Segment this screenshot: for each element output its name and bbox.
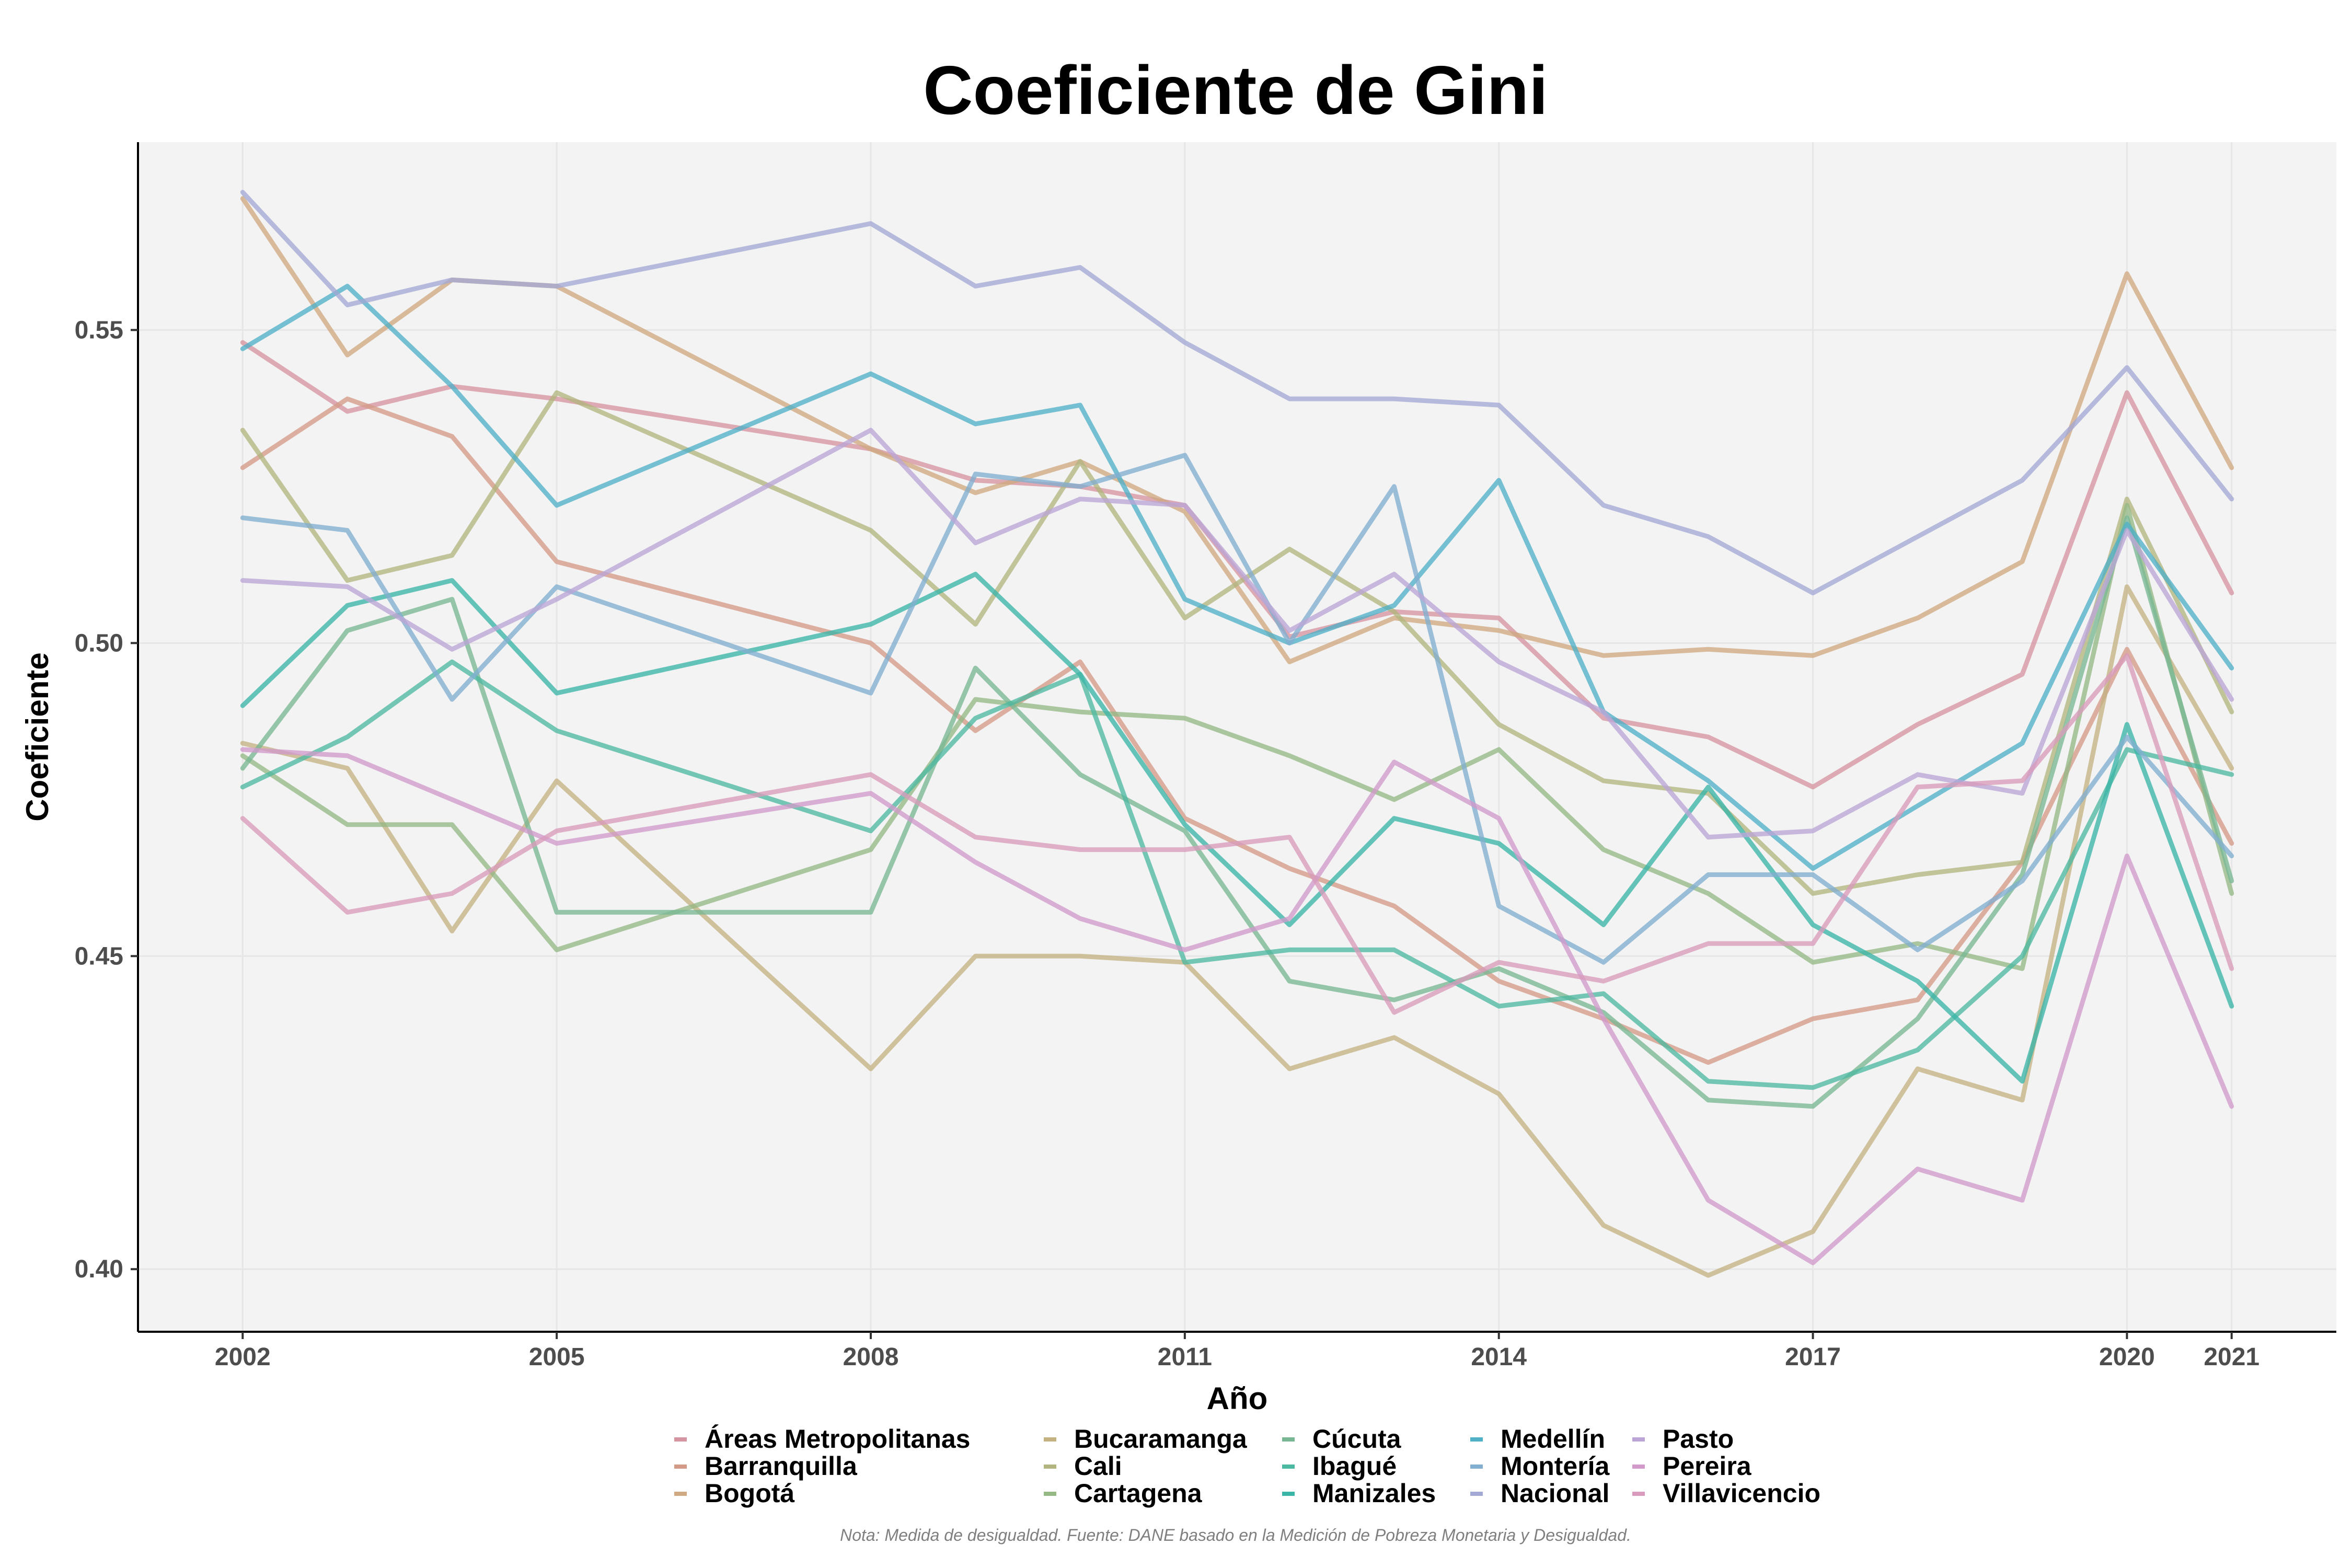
y-tick-label: 0.45 (75, 942, 123, 970)
legend-label: Cali (1074, 1451, 1122, 1481)
axis-ticks: 0.40 0.45 0.50 0.55 2002 2005 2008 2011 2014 2017… (75, 316, 2260, 1371)
legend-label: Cúcuta (1312, 1424, 1402, 1454)
series-line-pereira (240, 747, 2234, 1265)
series-line-cali (240, 390, 2234, 896)
series-lines (240, 190, 2234, 1278)
x-tick-label: 2002 (215, 1343, 271, 1371)
y-axis-title: Coeficiente (20, 652, 55, 821)
legend-label: Cartagena (1074, 1479, 1203, 1508)
series-line-ibague (240, 659, 2234, 1090)
legend-label: Nacional (1501, 1479, 1609, 1508)
chart-title: Coeficiente de Gini (923, 52, 1548, 129)
legend-label: Pereira (1663, 1451, 1752, 1481)
legend-label: Pasto (1663, 1424, 1734, 1454)
x-tick-label: 2014 (1471, 1343, 1527, 1371)
y-tick-label: 0.40 (75, 1255, 123, 1283)
x-tick-label: 2021 (2204, 1343, 2259, 1371)
series-line-barranquilla (240, 396, 2234, 1065)
series-line-pasto (240, 428, 2234, 840)
series-line-villavicencio (240, 653, 2234, 1015)
series-line-cartagena (240, 503, 2234, 971)
legend-label: Áreas Metropolitanas (705, 1424, 970, 1454)
x-tick-label: 2008 (843, 1343, 899, 1371)
x-tick-label: 2011 (1158, 1343, 1212, 1371)
series-line-medellin (240, 284, 2234, 871)
x-tick-label: 2005 (529, 1343, 585, 1371)
series-line-bucaramanga (240, 584, 2234, 1278)
legend-label: Manizales (1312, 1479, 1436, 1508)
legend-label: Montería (1501, 1451, 1610, 1481)
x-axis-title: Año (1207, 1381, 1268, 1416)
legend-label: Villavicencio (1663, 1479, 1820, 1508)
source-note: Nota: Medida de desigualdad. Fuente: DAN… (840, 1526, 1631, 1544)
series-line-manizales (240, 572, 2234, 1084)
x-tick-label: 2017 (1785, 1343, 1841, 1371)
legend-label: Ibagué (1312, 1451, 1397, 1481)
y-tick-label: 0.55 (75, 316, 123, 344)
x-tick-label: 2020 (2099, 1343, 2155, 1371)
legend-label: Medellín (1501, 1424, 1605, 1454)
legend-label: Bogotá (705, 1479, 794, 1508)
series-line-nacional (240, 190, 2234, 595)
legend-label: Barranquilla (705, 1451, 858, 1481)
y-tick-label: 0.50 (75, 629, 123, 657)
legend-label: Bucaramanga (1074, 1424, 1248, 1454)
